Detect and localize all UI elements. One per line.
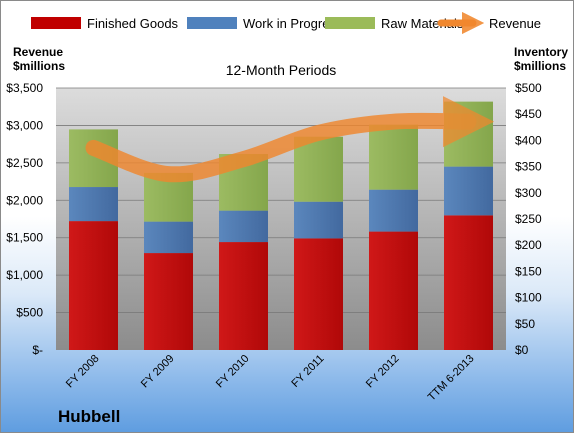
left-tick-label: $2,500	[6, 156, 43, 170]
left-tick-label: $3,500	[6, 81, 43, 95]
right-tick-label: $250	[515, 212, 542, 226]
bar-work-in-progress-ttm-6-2013	[444, 167, 493, 216]
right-tick-label: $300	[515, 186, 542, 200]
right-tick-label: $0	[515, 343, 529, 357]
legend-swatch-raw-materials	[325, 17, 375, 29]
x-tick-label: FY 2012	[364, 353, 402, 391]
left-axis-title-line1: Revenue	[13, 45, 63, 59]
bar-finished-goods-fy-2009	[144, 253, 193, 350]
legend-item-finished-goods: Finished Goods	[31, 16, 179, 31]
x-axis: FY 2008 FY 2009 FY 2010 FY 2011 FY 2012 TTM 6…	[64, 353, 477, 404]
bar-finished-goods-fy-2010	[219, 242, 268, 350]
legend-swatch-work-in-progress	[187, 17, 237, 29]
right-tick-label: $200	[515, 238, 542, 252]
left-tick-label: $500	[16, 306, 43, 320]
right-tick-label: $350	[515, 160, 542, 174]
legend-label-finished-goods: Finished Goods	[87, 16, 179, 31]
right-tick-label: $100	[515, 291, 542, 305]
bar-work-in-progress-fy-2011	[294, 202, 343, 239]
bar-finished-goods-fy-2011	[294, 238, 343, 350]
bar-raw-materials-ttm-6-2013	[444, 102, 493, 167]
left-tick-label: $1,000	[6, 268, 43, 282]
bar-work-in-progress-fy-2008	[69, 187, 118, 221]
bar-work-in-progress-fy-2009	[144, 222, 193, 253]
bar-finished-goods-ttm-6-2013	[444, 215, 493, 350]
x-tick-label: FY 2009	[139, 353, 177, 391]
left-tick-label: $1,500	[6, 231, 43, 245]
x-tick-label: FY 2010	[214, 353, 252, 391]
legend: Finished Goods Work in Progress Raw Mate…	[31, 16, 541, 31]
legend-swatch-finished-goods	[31, 17, 81, 29]
legend-item-work-in-progress: Work in Progress	[187, 16, 343, 31]
left-tick-label: $2,000	[6, 193, 43, 207]
left-axis: $- $500 $1,000 $1,500 $2,000 $2,500 $3,000 $3,5…	[6, 81, 43, 357]
chart-title: 12-Month Periods	[226, 62, 337, 78]
x-tick-label: FY 2011	[289, 353, 326, 390]
bar-work-in-progress-fy-2012	[369, 190, 418, 232]
right-tick-label: $500	[515, 81, 542, 95]
left-tick-label: $-	[32, 343, 43, 357]
right-tick-label: $400	[515, 133, 542, 147]
bar-finished-goods-fy-2008	[69, 221, 118, 350]
right-axis-title-line1: Inventory	[514, 45, 568, 59]
x-tick-label: FY 2008	[64, 353, 102, 391]
company-name: Hubbell	[58, 407, 120, 426]
left-tick-label: $3,000	[6, 118, 43, 132]
bar-finished-goods-fy-2012	[369, 232, 418, 350]
legend-label-revenue: Revenue	[489, 16, 541, 31]
right-tick-label: $450	[515, 107, 542, 121]
right-tick-label: $50	[515, 317, 535, 331]
bar-work-in-progress-fy-2010	[219, 211, 268, 242]
x-tick-label: TTM 6-2013	[426, 353, 477, 404]
right-axis: $0 $50 $100 $150 $200 $250 $300 $350 $400 $450 $50…	[515, 81, 542, 357]
right-tick-label: $150	[515, 264, 542, 278]
right-axis-title-line2: $millions	[514, 59, 566, 73]
left-axis-title-line2: $millions	[13, 59, 65, 73]
bar-raw-materials-fy-2012	[369, 125, 418, 190]
